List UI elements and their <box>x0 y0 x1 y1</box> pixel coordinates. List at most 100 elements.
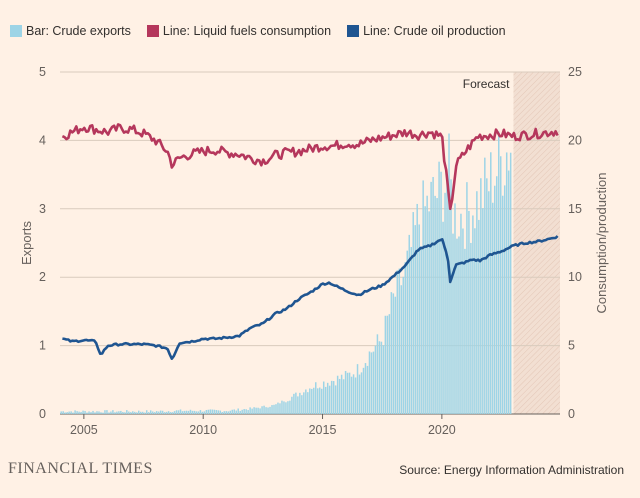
bar <box>378 341 381 414</box>
left-tick-label: 1 <box>39 339 46 353</box>
bar <box>474 228 476 414</box>
bar <box>470 242 472 414</box>
bar <box>462 228 464 414</box>
bar <box>356 364 359 414</box>
bar <box>245 409 247 414</box>
bar <box>414 225 416 414</box>
bar <box>66 412 68 414</box>
bar <box>332 381 335 414</box>
bar <box>201 411 204 414</box>
bar <box>169 412 172 414</box>
bar <box>426 195 428 414</box>
bar <box>494 185 496 414</box>
bar <box>281 400 283 414</box>
bar <box>350 376 353 414</box>
bar <box>92 410 94 414</box>
bar <box>185 410 188 414</box>
bar <box>476 191 478 414</box>
bar <box>223 411 226 414</box>
bar <box>187 410 190 414</box>
x-tick-label: 2020 <box>428 423 456 437</box>
bar <box>195 411 198 414</box>
bar <box>82 410 84 414</box>
bar <box>86 412 88 414</box>
bar <box>151 411 154 414</box>
bar <box>484 157 486 414</box>
bar <box>352 374 355 414</box>
bar <box>285 402 287 414</box>
bar <box>143 412 146 414</box>
right-axis-title: Consumption/production <box>594 173 609 314</box>
bar <box>311 388 313 414</box>
bar <box>191 410 194 414</box>
bar <box>193 410 196 414</box>
bar <box>231 409 233 414</box>
bar <box>380 341 383 414</box>
bar <box>104 410 106 414</box>
bar <box>179 409 182 414</box>
bar <box>263 405 265 414</box>
bar <box>291 396 293 414</box>
bar <box>424 206 426 414</box>
bar <box>460 213 462 414</box>
bar <box>269 406 271 414</box>
bar <box>309 388 311 414</box>
legend-item-production: Line: Crude oil production <box>347 24 506 38</box>
bar <box>370 352 373 414</box>
bar <box>338 378 341 414</box>
bar <box>177 410 180 414</box>
bar <box>305 389 307 414</box>
bar <box>322 381 325 414</box>
x-tick-label: 2010 <box>189 423 217 437</box>
bar <box>235 410 237 414</box>
bar <box>456 238 458 414</box>
bar <box>396 270 399 414</box>
bar <box>422 180 424 414</box>
bar <box>452 233 454 414</box>
legend-label-exports: Bar: Crude exports <box>26 24 131 38</box>
production-line <box>62 235 559 361</box>
bar <box>100 412 102 414</box>
bar <box>62 411 64 414</box>
bar <box>197 411 200 414</box>
bar <box>490 152 492 414</box>
bar <box>406 250 409 414</box>
bar <box>330 380 333 414</box>
bar <box>149 410 152 414</box>
bar <box>128 411 130 414</box>
bar <box>237 408 239 414</box>
bar <box>374 345 377 414</box>
left-axis-title: Exports <box>19 220 34 265</box>
bar <box>344 370 347 414</box>
bar <box>392 293 395 414</box>
legend-label-production: Line: Crude oil production <box>363 24 506 38</box>
legend-item-exports: Bar: Crude exports <box>10 24 131 38</box>
bar <box>175 410 178 414</box>
bar <box>277 402 279 414</box>
bar <box>189 409 192 414</box>
bar <box>368 351 371 414</box>
bar <box>283 401 285 414</box>
bar <box>317 388 319 414</box>
bar <box>241 409 243 414</box>
bar <box>249 407 251 414</box>
bar <box>199 410 202 414</box>
bar <box>432 176 434 414</box>
bar <box>418 224 420 414</box>
bar <box>472 215 474 414</box>
bar <box>468 210 470 414</box>
bar <box>400 285 403 414</box>
bar <box>110 411 112 414</box>
legend-swatch-exports <box>10 25 22 37</box>
bar <box>478 219 480 414</box>
bar-series <box>60 131 512 414</box>
bar <box>120 410 122 414</box>
bar <box>446 181 448 414</box>
bar <box>243 409 245 414</box>
bar <box>303 392 305 414</box>
bar <box>348 372 351 414</box>
bar <box>219 410 222 414</box>
bar <box>80 411 82 414</box>
bar <box>122 412 124 414</box>
bar <box>328 385 331 414</box>
